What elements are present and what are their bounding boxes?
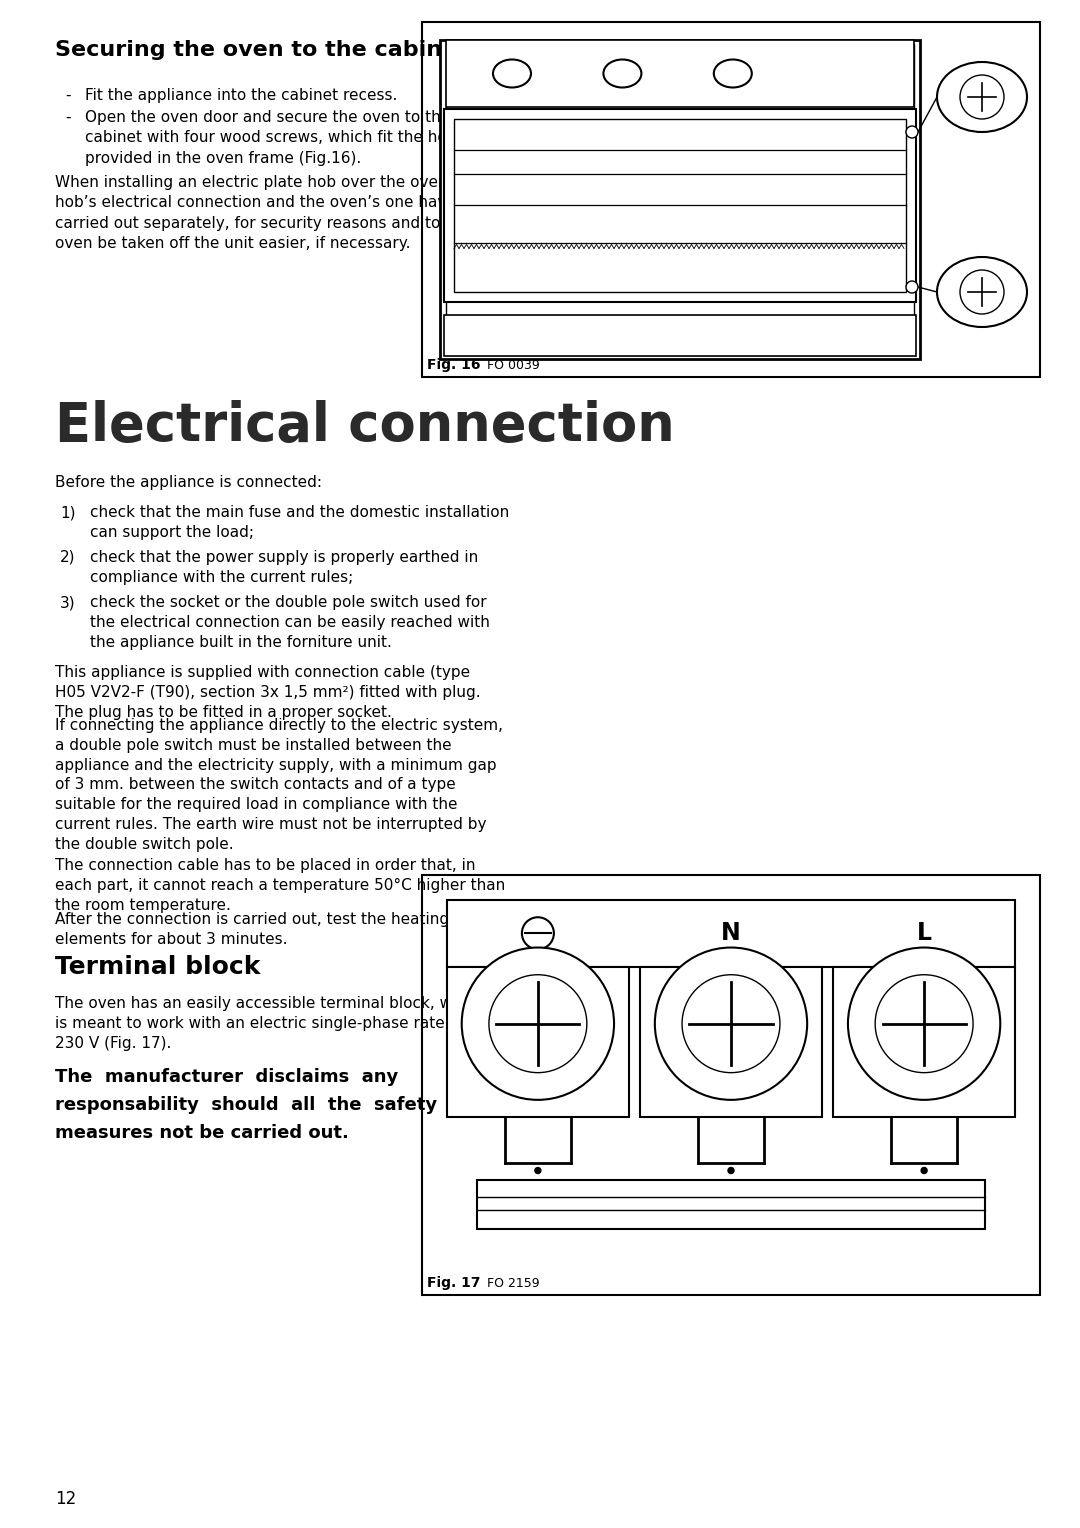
Bar: [446, 40, 914, 107]
Text: -: -: [65, 110, 70, 125]
Circle shape: [728, 1167, 734, 1174]
Circle shape: [906, 281, 918, 293]
Text: The oven has an easily accessible terminal block, which
is meant to work with an: The oven has an easily accessible termin…: [55, 996, 484, 1051]
Text: Open the oven door and secure the oven to the kitchen
cabinet with four wood scr: Open the oven door and secure the oven t…: [85, 110, 512, 167]
Circle shape: [960, 270, 1004, 313]
Bar: [446, 44, 914, 354]
Text: If connecting the appliance directly to the electric system,
a double pole switc: If connecting the appliance directly to …: [55, 718, 503, 851]
Bar: [440, 40, 920, 359]
Text: Securing the oven to the cabinet: Securing the oven to the cabinet: [55, 40, 468, 60]
Text: Terminal block: Terminal block: [55, 955, 260, 979]
Text: 3): 3): [60, 594, 76, 610]
Circle shape: [921, 1167, 927, 1174]
Text: Before the appliance is connected:: Before the appliance is connected:: [55, 475, 322, 490]
Ellipse shape: [937, 257, 1027, 327]
Circle shape: [462, 947, 615, 1100]
Text: FO 2159: FO 2159: [487, 1277, 540, 1290]
Text: 2): 2): [60, 550, 76, 565]
Bar: [447, 900, 1015, 967]
Bar: [640, 967, 822, 1117]
Bar: [834, 967, 1015, 1117]
Text: check the socket or the double pole switch used for
the electrical connection ca: check the socket or the double pole swit…: [90, 594, 490, 649]
Text: FO 0039: FO 0039: [487, 359, 540, 371]
Circle shape: [489, 975, 586, 1073]
Circle shape: [848, 947, 1000, 1100]
Text: Electrical connection: Electrical connection: [55, 400, 675, 452]
Bar: [444, 315, 916, 356]
Text: N: N: [721, 921, 741, 946]
Circle shape: [875, 975, 973, 1073]
Circle shape: [522, 917, 554, 949]
Bar: [477, 1180, 985, 1229]
Text: responsability  should  all  the  safety: responsability should all the safety: [55, 1096, 437, 1114]
Text: When installing an electric plate hob over the oven, the
hob’s electrical connec: When installing an electric plate hob ov…: [55, 176, 500, 251]
Bar: [422, 876, 1040, 1296]
Bar: [444, 108, 916, 301]
Bar: [422, 21, 1040, 377]
Ellipse shape: [492, 60, 531, 87]
Ellipse shape: [604, 60, 642, 87]
Text: This appliance is supplied with connection cable (type
H05 V2V2-F (T90), section: This appliance is supplied with connecti…: [55, 665, 481, 720]
Ellipse shape: [937, 63, 1027, 131]
Text: The connection cable has to be placed in order that, in
each part, it cannot rea: The connection cable has to be placed in…: [55, 859, 505, 912]
Text: Fig. 17: Fig. 17: [427, 1276, 481, 1290]
Circle shape: [654, 947, 807, 1100]
Text: 12: 12: [55, 1490, 77, 1508]
Circle shape: [683, 975, 780, 1073]
Text: L: L: [917, 921, 932, 946]
Text: Fit the appliance into the cabinet recess.: Fit the appliance into the cabinet reces…: [85, 89, 397, 102]
Text: Fig. 16: Fig. 16: [427, 358, 481, 371]
Text: After the connection is carried out, test the heating
elements for about 3 minut: After the connection is carried out, tes…: [55, 912, 449, 947]
Text: check that the power supply is properly earthed in
compliance with the current r: check that the power supply is properly …: [90, 550, 478, 585]
Circle shape: [535, 1167, 541, 1174]
Text: The  manufacturer  disclaims  any: The manufacturer disclaims any: [55, 1068, 399, 1086]
Text: measures not be carried out.: measures not be carried out.: [55, 1125, 349, 1141]
Circle shape: [906, 125, 918, 138]
Text: 1): 1): [60, 504, 76, 520]
Bar: [454, 119, 906, 292]
Text: -: -: [65, 89, 70, 102]
Circle shape: [960, 75, 1004, 119]
Text: check that the main fuse and the domestic installation
can support the load;: check that the main fuse and the domesti…: [90, 504, 510, 539]
Bar: [447, 967, 629, 1117]
Ellipse shape: [714, 60, 752, 87]
